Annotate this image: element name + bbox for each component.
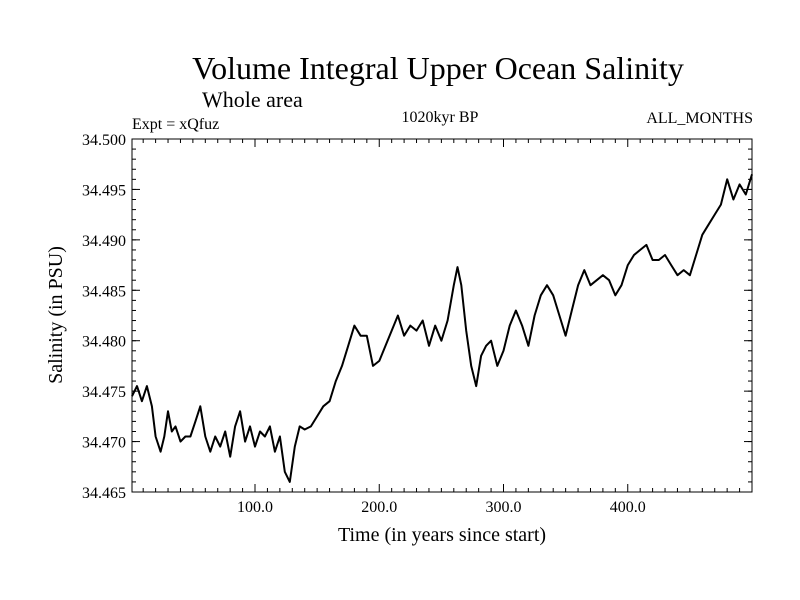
axis-ticks <box>132 138 752 493</box>
y-axis-label: Salinity (in PSU) <box>45 246 67 384</box>
y-tick-label: 34.485 <box>82 283 126 300</box>
y-tick-label: 34.490 <box>82 233 126 250</box>
x-tick-label: 200.0 <box>361 499 397 516</box>
experiment-label: Expt = xQfuz <box>132 116 219 133</box>
y-tick-label: 34.495 <box>82 182 126 199</box>
x-tick-label: 300.0 <box>486 499 522 516</box>
x-tick-label: 100.0 <box>237 499 273 516</box>
tick-labels: 34.465 34.470 34.475 34.480 34.485 34.490 34.4… <box>82 132 646 516</box>
y-tick-label: 34.475 <box>82 384 126 401</box>
chart-subtitle: Whole area <box>202 87 303 112</box>
y-tick-label: 34.500 <box>82 132 126 149</box>
x-axis-label: Time (in years since start) <box>338 524 546 546</box>
y-tick-label: 34.470 <box>82 435 126 452</box>
chart-title: Volume Integral Upper Ocean Salinity <box>192 50 684 86</box>
x-tick-label: 400.0 <box>610 499 646 516</box>
y-tick-label: 34.480 <box>82 334 126 351</box>
salinity-series-line <box>131 174 753 483</box>
y-tick-label: 34.465 <box>82 485 126 502</box>
months-label: ALL_MONTHS <box>646 110 753 127</box>
period-label: 1020kyr BP <box>402 109 479 126</box>
plot-frame <box>131 138 753 493</box>
